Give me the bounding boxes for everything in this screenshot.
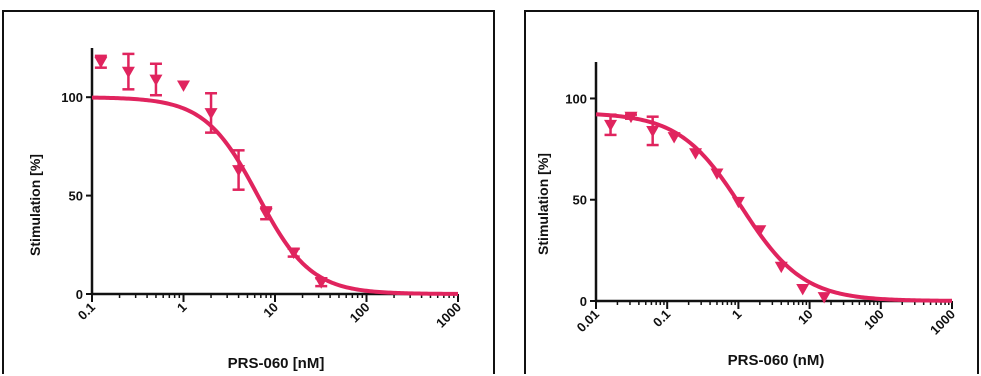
data-point — [689, 148, 703, 160]
x-tick-label: 10 — [260, 300, 281, 321]
data-point — [796, 283, 810, 296]
data-point — [232, 165, 246, 177]
chart-right: Stimulation [%] PRS-060 (nM) 0 50 100 0.01 0… — [535, 62, 958, 369]
data-point — [646, 125, 660, 138]
y-tick-label: 100 — [61, 90, 83, 105]
fit-curve — [595, 112, 953, 303]
data-point — [314, 277, 328, 289]
x-axis-label: PRS-060 [nM] — [228, 355, 325, 372]
y-axis-label: Stimulation [%] — [535, 153, 551, 255]
data-point — [710, 168, 724, 180]
chart-left: Stimulation [%] PRS-060 [nM] 0 50 100 0.1 1 1… — [27, 48, 464, 372]
x-tick-label: 100 — [861, 307, 887, 333]
x-tick-label: 1000 — [927, 307, 958, 338]
data-point — [731, 196, 745, 209]
chart-panel-left: Stimulation [%] PRS-060 [nM] 0 50 100 0.1 1 1… — [2, 10, 495, 374]
x-tick-label: 100 — [347, 300, 373, 326]
y-axis-label: Stimulation [%] — [27, 154, 43, 256]
data-point — [753, 225, 767, 237]
x-tick-label: 0.1 — [650, 307, 673, 330]
y-tick-label: 0 — [76, 287, 83, 302]
x-tick-label: 0.01 — [574, 307, 603, 336]
data-point — [817, 292, 831, 304]
x-tick-label: 10 — [795, 307, 816, 328]
data-point — [774, 261, 788, 274]
x-tick-label: 0.1 — [75, 300, 98, 323]
data-point — [177, 80, 190, 92]
y-tick-label: 0 — [580, 294, 587, 309]
data-point — [624, 111, 638, 124]
y-tick-label: 100 — [565, 91, 587, 106]
y-tick-label: 50 — [573, 193, 587, 208]
chart-panel-right: Stimulation [%] PRS-060 (nM) 0 50 100 0.01 0… — [524, 10, 979, 374]
data-point — [287, 247, 301, 260]
data-point — [667, 132, 681, 144]
x-axis-label: PRS-060 (nM) — [728, 352, 825, 369]
data-point — [604, 119, 618, 132]
data-point — [121, 66, 135, 79]
fit-curve — [91, 95, 459, 296]
x-tick-label: 1 — [174, 300, 190, 316]
data-point — [149, 74, 163, 86]
x-tick-label: 1 — [729, 307, 745, 323]
data-point — [259, 208, 273, 220]
x-tick-label: 1000 — [433, 300, 464, 331]
y-tick-label: 50 — [69, 189, 83, 204]
data-point — [94, 56, 108, 69]
data-point — [204, 108, 218, 120]
